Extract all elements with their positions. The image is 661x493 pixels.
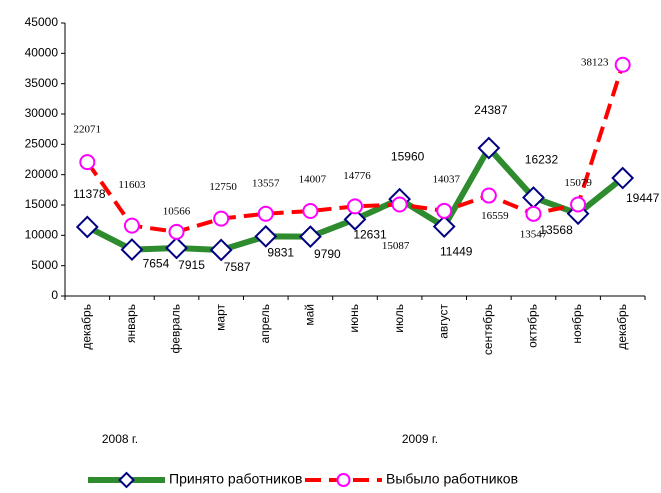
x-tick-label: январь [124,304,138,343]
marker [79,154,96,171]
marker [432,215,456,238]
marker [611,166,635,190]
marker [165,236,188,260]
marker [120,238,144,261]
data-label: 7587 [224,260,251,274]
data-label: 11449 [440,245,473,259]
y-tick-label: 0 [51,288,58,302]
y-tick-label: 40000 [25,46,59,60]
x-tick-label: июль [392,304,406,333]
marker [213,210,230,227]
data-label: 13568 [539,223,573,237]
data-label: 14037 [432,173,460,185]
x-tick-label: декабрь [79,304,93,350]
x-tick-label: ноябрь [570,304,584,344]
y-tick-label: 15000 [25,197,59,211]
data-label: 15960 [391,149,425,163]
year-label: 2009 г. [402,432,438,446]
legend-label: Принято работников [169,471,302,487]
data-label: 19447 [626,191,660,205]
x-tick-label: март [213,304,227,331]
x-tick-label: декабрь [615,304,629,350]
y-tick-label: 35000 [25,76,59,90]
marker [566,202,590,226]
data-label: 14007 [299,174,327,186]
data-label: 12631 [353,228,387,242]
marker [75,215,99,239]
marker [480,187,497,204]
data-label: 15087 [382,240,410,252]
data-label: 24387 [474,103,508,117]
marker [257,205,274,222]
marker [347,198,363,215]
data-label: 22071 [74,124,102,136]
data-label: 11603 [118,179,146,191]
marker [302,203,319,220]
y-tick-label: 10000 [25,228,59,242]
year-label: 2008 г. [102,432,138,446]
y-tick-label: 20000 [25,167,59,181]
marker [525,205,542,222]
x-tick-label: август [436,304,450,339]
x-tick-label: сентябрь [481,304,495,355]
marker [343,207,367,231]
data-label: 9790 [314,247,341,261]
data-label: 15079 [564,177,592,189]
data-label: 7915 [178,258,205,272]
legend-label: Выбыло работников [386,471,518,487]
x-tick-label: апрель [258,304,272,343]
x-tick-label: февраль [169,304,183,354]
data-label: 13547 [520,228,548,240]
y-tick-label: 25000 [25,137,59,151]
data-label: 9831 [267,246,294,260]
x-tick-label: июнь [347,304,361,333]
x-tick-label: май [303,304,317,326]
marker [123,217,140,234]
y-tick-label: 5000 [31,258,58,272]
data-label: 38123 [581,56,609,68]
marker [614,56,631,73]
data-label: 16559 [481,210,509,222]
marker [391,196,408,213]
marker [436,202,453,219]
y-tick-label: 45000 [25,15,59,29]
marker [254,224,278,248]
x-tick-label: октябрь [526,304,540,348]
data-label: 7654 [143,257,170,271]
data-label: 13557 [252,177,280,189]
legend-marker [336,473,351,487]
legend-marker [118,471,135,489]
data-label: 11378 [73,187,106,201]
data-label: 14776 [343,170,371,182]
data-label: 12750 [209,181,237,193]
data-label: 16232 [525,153,559,167]
y-tick-label: 30000 [25,106,59,120]
data-label: 10566 [163,205,191,217]
marker [209,238,233,262]
marker [298,225,322,249]
marker [570,196,587,213]
marker [168,223,185,240]
marker [477,136,501,160]
